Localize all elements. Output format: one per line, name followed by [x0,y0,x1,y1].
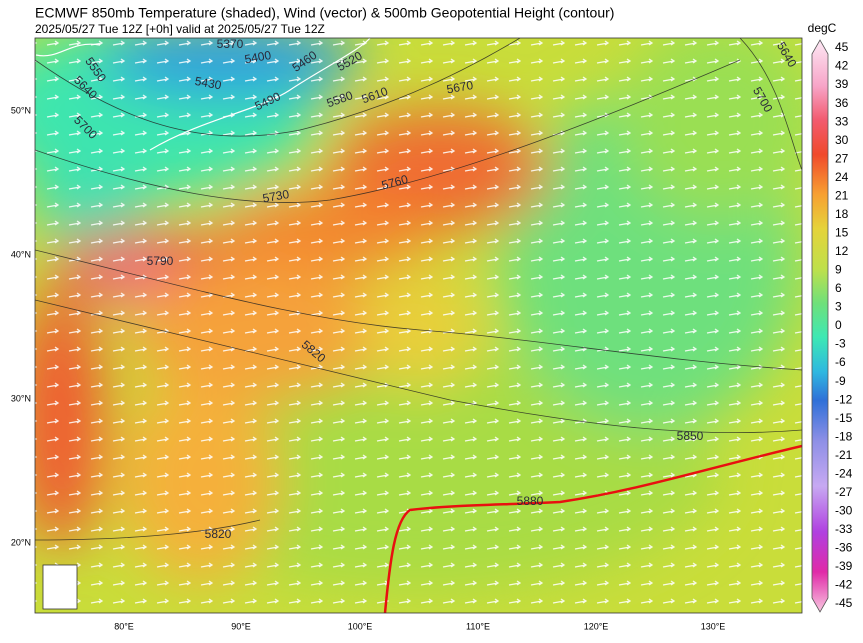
colorbar-unit: degC [808,21,837,35]
contour-label: 5670 [445,78,474,96]
colorbar-tick-label: 15 [835,226,849,240]
colorbar-tick-label: -18 [835,429,853,443]
title: ECMWF 850mb Temperature (shaded), Wind (… [35,5,614,21]
colorbar-tick-label: -9 [835,374,846,388]
5880-contour [383,444,802,613]
colorbar-tick-label: -12 [835,392,853,406]
colorbar-tick-label: 42 [835,59,849,73]
subtitle: 2025/05/27 Tue 12Z [+0h] valid at 2025/0… [35,22,325,36]
longitude-label: 100°E [348,621,373,631]
inset-map [42,564,78,610]
colorbar-tick-label: 12 [835,244,849,258]
colorbar [811,39,829,613]
colorbar-tick-label: -27 [835,485,853,499]
longitude-label: 110°E [466,621,490,631]
colorbar-tick-label: 27 [835,151,849,165]
colorbar-tick-label: 21 [835,188,849,202]
colorbar-tick-label: 45 [835,40,849,54]
colorbar-tick-label: -6 [835,355,846,369]
colorbar-tick-label: -21 [835,448,853,462]
temperature-field [35,38,802,613]
colorbar-tick-label: 18 [835,207,849,221]
latitude-label: 30°N [11,393,31,403]
longitude-label: 80°E [114,621,134,631]
map-frame [34,37,803,614]
colorbar-tick-label: -45 [835,596,853,610]
contour-label: 5370 [217,37,244,51]
colorbar-tick-label: -39 [835,559,853,573]
colorbar-tick-label: 24 [835,170,849,184]
height-contours [35,38,802,541]
colorbar-tick-label: -3 [835,337,846,351]
contour-label: 5430 [194,74,223,92]
contour-label: 5880 [517,494,544,508]
colorbar-tick-label: -24 [835,466,853,480]
colorbar-tick-label: -15 [835,411,853,425]
colorbar-tick-label: 0 [835,318,842,332]
colorbar-tick-label: 36 [835,96,849,110]
colorbar-tick-label: 6 [835,281,842,295]
contour-label: 5790 [147,254,174,268]
latitude-label: 50°N [11,105,31,115]
latitude-label: 20°N [11,537,31,547]
colorbar-tick-label: 9 [835,263,842,277]
colorbar-tick-label: -33 [835,522,853,536]
longitude-label: 130°E [701,621,726,631]
colorbar-tick-label: 33 [835,114,849,128]
contour-label: 5730 [261,187,290,205]
colorbar-tick-label: -30 [835,504,853,518]
contour-label: 5820 [205,527,232,541]
latitude-label: 40°N [11,249,31,259]
longitude-label: 120°E [584,621,609,631]
longitude-label: 90°E [231,621,251,631]
contour-label: 5760 [380,172,410,193]
contour-label: 5400 [243,48,272,66]
colorbar-tick-label: 30 [835,133,849,147]
contour-label: 5850 [677,429,704,443]
colorbar-tick-label: 39 [835,77,849,91]
colorbar-tick-label: -36 [835,541,853,555]
colorbar-tick-label: -42 [835,578,853,592]
colorbar-tick-label: 3 [835,300,842,314]
